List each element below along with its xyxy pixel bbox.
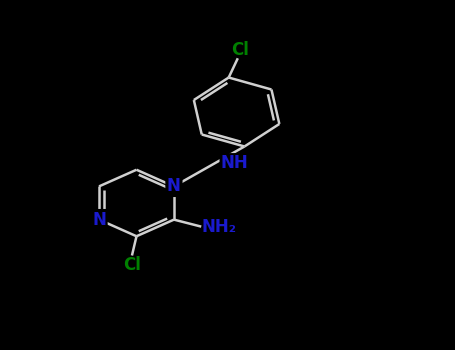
Text: NH: NH bbox=[220, 154, 248, 172]
Text: N: N bbox=[167, 177, 181, 195]
Text: N: N bbox=[92, 211, 106, 229]
Text: Cl: Cl bbox=[123, 256, 141, 274]
Text: NH₂: NH₂ bbox=[201, 218, 236, 236]
Text: Cl: Cl bbox=[231, 41, 249, 58]
